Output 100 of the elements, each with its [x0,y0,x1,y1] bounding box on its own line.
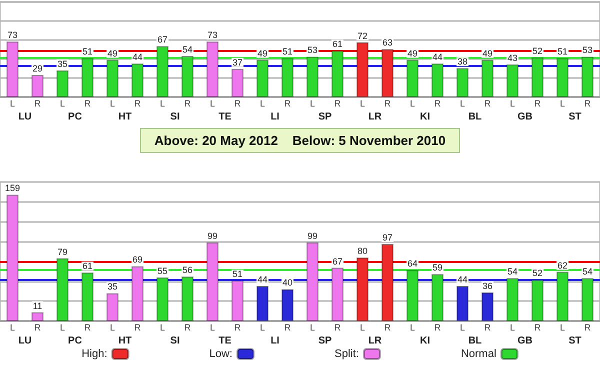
bar [256,60,268,97]
bar [382,244,394,321]
x-tick-label: L [510,322,516,332]
data-label: 61 [332,39,343,50]
data-label: 99 [207,230,218,241]
data-label: 97 [382,232,393,242]
x-tick-label: L [560,98,566,108]
bar [332,50,344,97]
bar [206,42,218,97]
bar [556,272,568,321]
x-tick-label: R [534,322,542,332]
bar [106,293,118,321]
data-label: 72 [357,30,368,41]
data-label: 159 [4,183,20,194]
x-tick-label: R [584,322,592,332]
bar [582,56,594,97]
bar [6,42,18,97]
bar [456,68,468,97]
x-tick-label: R [134,98,142,108]
x-tick-label: L [460,322,466,332]
x-tick-label: L [10,98,16,108]
data-label: 67 [332,256,343,266]
x-tick-label: L [10,322,16,332]
x-tick-label: L [210,98,216,108]
bar [306,242,318,321]
bar [156,46,168,97]
x-tick-label: R [334,322,342,332]
x-tick-label: R [384,322,392,332]
data-label: 63 [382,38,393,48]
data-label: 38 [457,56,468,67]
data-label: 11 [32,300,42,311]
bar [232,68,244,97]
x-tick-label: L [110,322,116,332]
data-label: 49 [482,48,493,58]
text: TE [218,112,232,122]
bar [182,276,194,321]
text: LI [270,112,280,122]
bar [482,60,494,97]
bar [56,258,68,321]
legend-label: Low: [209,348,233,360]
data-label: 40 [282,278,293,288]
x-tick-label: L [510,98,516,108]
x-tick-label: R [484,98,492,108]
text: TE [218,336,232,346]
data-label: 54 [507,266,518,277]
text: SI [170,112,180,122]
x-tick-label: R [584,98,592,108]
data-label: 43 [507,52,518,63]
x-tick-label: L [110,98,116,108]
data-label: 36 [482,280,493,291]
x-tick-label: L [410,98,416,108]
data-label: 29 [32,63,43,74]
data-label: 99 [307,230,318,241]
x-tick-label: R [284,322,292,332]
x-tick-label: R [434,98,442,108]
x-tick-label: R [34,98,42,108]
x-tick-label: L [360,98,366,108]
bar [32,312,44,321]
data-label: 37 [232,57,243,68]
data-label: 51 [232,268,243,279]
data-label: 79 [57,246,68,257]
data-label: 44 [132,52,143,62]
x-tick-label: L [60,98,66,108]
data-label: 54 [182,44,193,54]
text: HT [118,336,132,346]
x-tick-label: R [434,322,442,332]
data-label: 64 [407,258,418,269]
data-label: 49 [107,48,118,58]
x-tick-label: L [260,98,266,108]
x-tick-label: L [410,322,416,332]
legend-label: Normal [460,348,496,360]
text: KI [420,112,430,122]
bar [406,270,418,321]
bar [582,278,594,321]
data-label: 35 [107,282,118,292]
bar [282,289,294,321]
data-label: 44 [457,274,468,285]
x-tick-label: L [160,322,166,332]
bar [6,194,18,321]
text: LR [368,336,382,346]
text: ST [568,112,582,122]
bar [506,278,518,321]
bar [382,49,394,97]
bar [32,74,44,97]
data-label: 49 [407,48,418,58]
chart-title: Above: 20 May 2012 Below: 5 November 2010 [154,133,446,148]
bar [82,272,94,321]
x-tick-label: R [534,98,542,108]
bar [256,286,268,321]
bar [206,242,218,321]
data-label: 80 [357,246,368,256]
text: LU [18,336,32,346]
text: SI [170,336,180,346]
bar [556,58,568,97]
text: GB [518,336,532,346]
bar [356,257,368,321]
x-tick-label: R [184,322,192,332]
data-label: 73 [207,30,218,40]
bar [106,60,118,97]
data-label: 69 [132,254,143,265]
